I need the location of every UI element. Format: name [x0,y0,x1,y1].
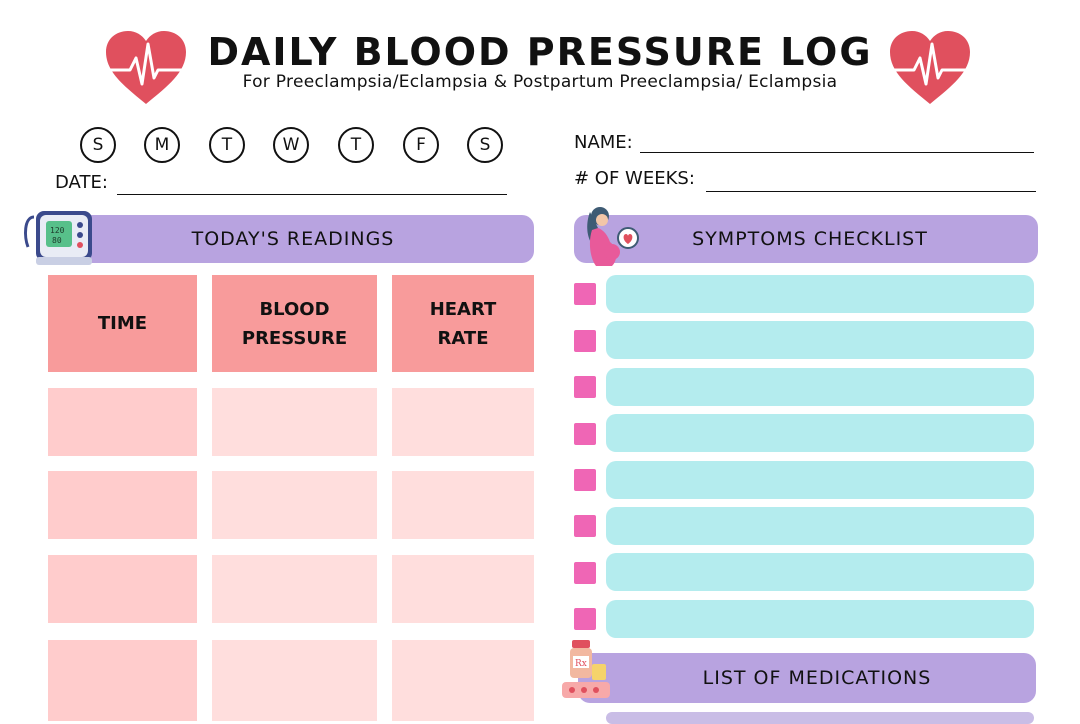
list-of-medications-label: LIST OF MEDICATIONS [702,667,932,689]
column-header-time: TIME [48,275,197,372]
time-cell[interactable] [48,388,197,456]
heart-rate-cell[interactable] [392,388,534,456]
date-label: DATE: [55,172,108,193]
symptom-row[interactable] [606,368,1034,406]
heart-icon [104,30,188,106]
symptoms-checklist-banner: SYMPTOMS CHECKLIST [574,215,1038,263]
symptoms-checklist-label: SYMPTOMS CHECKLIST [692,228,928,250]
symptom-row[interactable] [606,461,1034,499]
blood-pressure-cell[interactable] [212,471,377,539]
todays-readings-banner: TODAY'S READINGS [52,215,534,263]
svg-text:120: 120 [50,226,65,235]
time-cell[interactable] [48,471,197,539]
blood-pressure-cell[interactable] [212,640,377,721]
day-circle-sunday[interactable]: S [80,127,116,163]
medication-icon: Rx [558,638,614,702]
symptom-checkbox[interactable] [574,423,596,445]
name-field-line[interactable] [640,152,1034,153]
day-circle-tuesday[interactable]: T [209,127,245,163]
symptom-checkbox[interactable] [574,283,596,305]
day-circle-thursday[interactable]: T [338,127,374,163]
symptom-row[interactable] [606,507,1034,545]
symptom-checkbox[interactable] [574,376,596,398]
page-title: DAILY BLOOD PRESSURE LOG [207,30,873,74]
symptom-checkbox[interactable] [574,608,596,630]
svg-text:80: 80 [52,236,62,245]
blood-pressure-cell[interactable] [212,388,377,456]
heart-rate-cell[interactable] [392,471,534,539]
todays-readings-label: TODAY'S READINGS [191,228,395,250]
list-of-medications-banner: LIST OF MEDICATIONS [578,653,1036,703]
weeks-label: # OF WEEKS: [574,168,695,189]
name-label: NAME: [574,132,633,153]
blood-pressure-cell[interactable] [212,555,377,623]
heart-rate-cell[interactable] [392,640,534,721]
symptom-row[interactable] [606,321,1034,359]
day-circle-saturday[interactable]: S [467,127,503,163]
day-circle-monday[interactable]: M [144,127,180,163]
symptom-row[interactable] [606,414,1034,452]
medication-row[interactable] [606,712,1034,724]
symptom-checkbox[interactable] [574,469,596,491]
day-circle-friday[interactable]: F [403,127,439,163]
date-field-line[interactable] [117,194,507,195]
symptom-checkbox[interactable] [574,562,596,584]
column-header-blood-pressure: BLOOD PRESSURE [212,275,377,372]
time-cell[interactable] [48,640,197,721]
day-circle-wednesday[interactable]: W [273,127,309,163]
symptom-checkbox[interactable] [574,330,596,352]
page-subtitle: For Preeclampsia/Eclampsia & Postpartum … [242,72,838,92]
svg-text:Rx: Rx [575,659,587,669]
symptom-row[interactable] [606,600,1034,638]
column-header-heart-rate: HEART RATE [392,275,534,372]
heart-icon [888,30,972,106]
symptom-row[interactable] [606,275,1034,313]
blood-pressure-monitor-icon: 120 80 [22,207,98,269]
pregnant-woman-icon [578,202,640,268]
symptom-row[interactable] [606,553,1034,591]
time-cell[interactable] [48,555,197,623]
heart-rate-cell[interactable] [392,555,534,623]
symptom-checkbox[interactable] [574,515,596,537]
weeks-field-line[interactable] [706,191,1036,192]
